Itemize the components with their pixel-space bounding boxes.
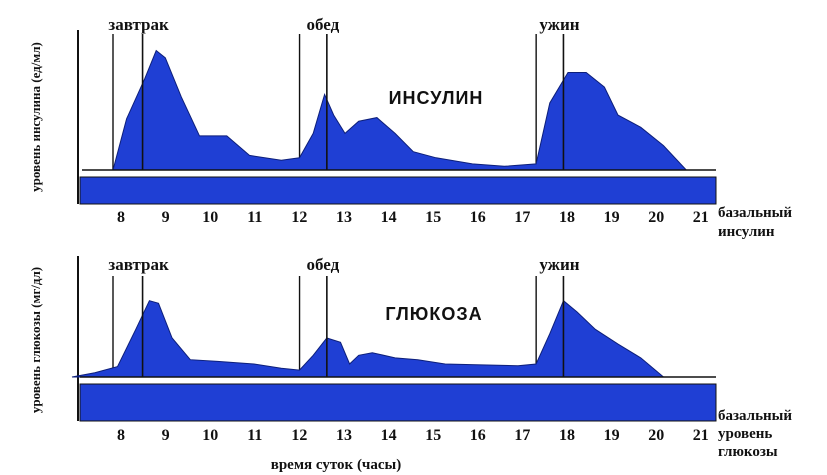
glucose-title: ГЛЮКОЗА: [385, 304, 482, 324]
insulin-x-tick-18: 18: [559, 209, 575, 226]
insulin-x-tick-15: 15: [425, 209, 441, 226]
insulin-x-tick-20: 20: [648, 209, 664, 226]
glucose-x-tick-18: 18: [559, 427, 575, 444]
basal-insulin-label-line1: базальный: [718, 205, 792, 221]
glucose-meal-label-0: завтрак: [108, 255, 169, 274]
insulin-x-tick-9: 9: [162, 209, 170, 226]
basal-glucose-label-line3: глюкозы: [718, 444, 778, 460]
insulin-x-tick-16: 16: [470, 209, 486, 226]
basal-glucose-label-line1: базальный: [718, 408, 792, 424]
basal-glucose-bar: [79, 383, 717, 422]
glucose-x-tick-9: 9: [162, 427, 170, 444]
insulin-x-tick-12: 12: [291, 209, 307, 226]
glucose-x-tick-17: 17: [514, 427, 530, 444]
glucose-x-tick-15: 15: [425, 427, 441, 444]
insulin-title: ИНСУЛИН: [389, 88, 484, 108]
insulin-x-tick-8: 8: [117, 209, 125, 226]
insulin-x-tick-21: 21: [693, 209, 709, 226]
glucose-x-tick-21: 21: [693, 427, 709, 444]
glucose-panel: уровень глюкозы (мг/дл) завтрак обед ужин …: [28, 255, 792, 473]
glucose-x-tick-19: 19: [604, 427, 620, 444]
insulin-meal-markers: завтрак обед ужин: [108, 15, 580, 170]
insulin-x-tick-10: 10: [202, 209, 218, 226]
insulin-x-tick-17: 17: [514, 209, 530, 226]
insulin-curve: [112, 49, 688, 171]
insulin-panel: уровень инсулина (ед/мл) завтрак обед ужин…: [28, 15, 792, 240]
x-axis-label: время суток (часы): [271, 457, 402, 473]
insulin-x-ticks: 8 9 10 11 12 13 14 15 16 17 18 19 20 21: [117, 209, 709, 226]
glucose-x-tick-12: 12: [291, 427, 307, 444]
insulin-meal-label-2: ужин: [539, 15, 579, 34]
glucose-x-tick-13: 13: [336, 427, 352, 444]
insulin-x-tick-11: 11: [247, 209, 262, 226]
insulin-x-tick-13: 13: [336, 209, 352, 226]
basal-insulin-label-line2: инсулин: [718, 224, 775, 240]
insulin-y-axis-label: уровень инсулина (ед/мл): [28, 42, 43, 192]
basal-insulin-bar: [79, 176, 717, 205]
insulin-x-tick-14: 14: [381, 209, 397, 226]
glucose-x-tick-10: 10: [202, 427, 218, 444]
glucose-meal-label-2: ужин: [539, 255, 579, 274]
glucose-x-tick-20: 20: [648, 427, 664, 444]
glucose-y-axis-label: уровень глюкозы (мг/дл): [28, 267, 43, 413]
insulin-x-tick-19: 19: [604, 209, 620, 226]
glucose-onset-lines: [112, 276, 537, 377]
insulin-meal-label-0: завтрак: [108, 15, 169, 34]
insulin-meal-label-1: обед: [306, 15, 339, 34]
glucose-x-ticks: 8 9 10 11 12 13 14 15 16 17 18 19 20 21: [117, 427, 709, 444]
glucose-x-tick-8: 8: [117, 427, 125, 444]
glucose-meal-label-1: обед: [306, 255, 339, 274]
glucose-x-tick-11: 11: [247, 427, 262, 444]
glucose-x-tick-14: 14: [381, 427, 397, 444]
basal-glucose-label-line2: уровень: [718, 426, 772, 442]
insulin-onset-lines: [112, 34, 537, 170]
glucose-curve: [71, 299, 665, 378]
glucose-x-tick-16: 16: [470, 427, 486, 444]
glucose-meal-markers: завтрак обед ужин: [108, 255, 580, 377]
